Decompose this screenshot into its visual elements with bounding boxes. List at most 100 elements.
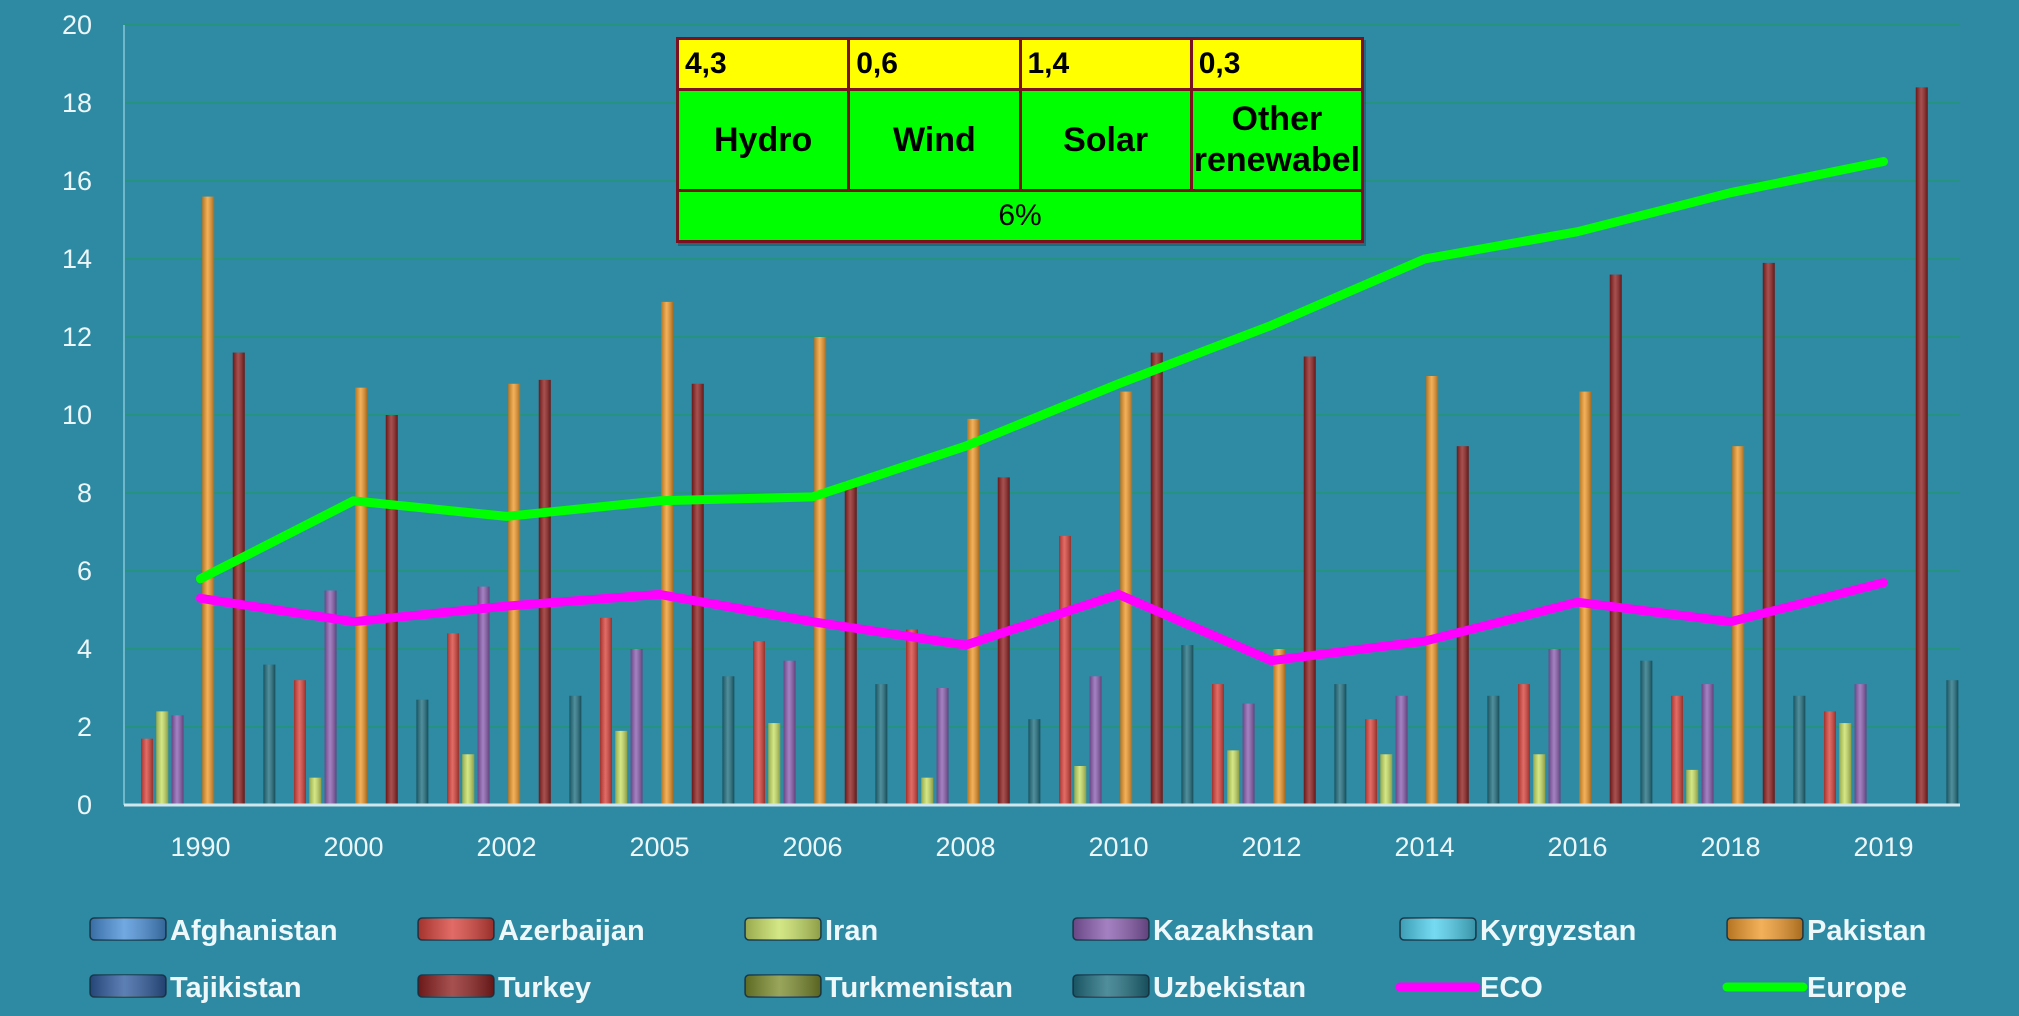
legend-label-eco: ECO bbox=[1480, 972, 1543, 1004]
bar-shine-kazakhstan bbox=[477, 586, 490, 805]
x-tick-label: 2019 bbox=[1853, 832, 1913, 862]
bar-shine-pakistan bbox=[1426, 376, 1439, 805]
x-tick-label: 2012 bbox=[1241, 832, 1301, 862]
legend-label-kyrgyzstan: Kyrgyzstan bbox=[1480, 915, 1636, 947]
bar-shine-iran bbox=[1839, 723, 1852, 805]
y-tick-label: 2 bbox=[77, 712, 92, 742]
other-renewable-label: Other renewabel bbox=[1189, 88, 1365, 192]
x-tick-label: 2002 bbox=[476, 832, 536, 862]
bar-shine-iran bbox=[768, 723, 781, 805]
y-tick-label: 14 bbox=[62, 244, 92, 274]
bar-shine-kazakhstan bbox=[324, 590, 337, 805]
legend-swatch-shine-pakistan bbox=[1727, 918, 1803, 940]
bar-shine-azerbaijan bbox=[1364, 719, 1377, 805]
y-tick-label: 16 bbox=[62, 166, 92, 196]
legend-swatch-shine-afghanistan bbox=[90, 918, 166, 940]
grid-lines bbox=[124, 24, 1960, 728]
bar-shine-iran bbox=[156, 711, 169, 805]
bars bbox=[140, 87, 1959, 806]
bar-shine-iran bbox=[309, 777, 322, 805]
bar-shine-kazakhstan bbox=[171, 715, 184, 805]
legend-swatch-shine-iran bbox=[745, 918, 821, 940]
y-tick-label: 18 bbox=[62, 88, 92, 118]
bar-shine-uzbekistan bbox=[569, 695, 582, 805]
bar-shine-turkey bbox=[1303, 356, 1316, 805]
bar-shine-uzbekistan bbox=[1181, 645, 1194, 805]
legend-swatch-shine-azerbaijan bbox=[418, 918, 494, 940]
legend-label-azerbaijan: Azerbaijan bbox=[498, 915, 645, 947]
bar-shine-uzbekistan bbox=[1640, 660, 1653, 805]
bar-shine-uzbekistan bbox=[722, 676, 735, 805]
line-europe bbox=[196, 157, 1888, 584]
bar-shine-pakistan bbox=[661, 301, 674, 805]
bar-shine-pakistan bbox=[1273, 649, 1286, 805]
bar-shine-kazakhstan bbox=[1089, 676, 1102, 805]
legend-label-uzbekistan: Uzbekistan bbox=[1153, 972, 1306, 1004]
axes: 0 2 4 6 8 10 12 14 16 18 20 1990 2000 2002 2005 2006 200… bbox=[62, 10, 1960, 862]
legend-swatch-shine-uzbekistan bbox=[1073, 975, 1149, 997]
bar-shine-iran bbox=[921, 777, 934, 805]
bar-shine-kazakhstan bbox=[1395, 695, 1408, 805]
legend-label-tajikistan: Tajikistan bbox=[170, 972, 302, 1004]
bar-shine-azerbaijan bbox=[1058, 535, 1071, 805]
bar-shine-azerbaijan bbox=[1517, 684, 1530, 805]
bar-shine-azerbaijan bbox=[1670, 695, 1683, 805]
bar-shine-kazakhstan bbox=[1854, 684, 1867, 805]
bar-shine-pakistan bbox=[1579, 391, 1592, 805]
hydro-value: 4,3 bbox=[675, 37, 851, 91]
bar-shine-iran bbox=[1686, 769, 1699, 805]
bar-shine-uzbekistan bbox=[263, 664, 276, 805]
wind-label: Wind bbox=[847, 88, 1022, 192]
legend-label-turkmenistan: Turkmenistan bbox=[825, 972, 1013, 1004]
bar-shine-uzbekistan bbox=[1334, 684, 1347, 805]
y-tick-label: 10 bbox=[62, 400, 92, 430]
bar-shine-turkey bbox=[538, 379, 551, 805]
x-tick-label: 2014 bbox=[1394, 832, 1454, 862]
bar-shine-pakistan bbox=[355, 387, 368, 805]
bar-shine-turkey bbox=[691, 383, 704, 805]
hydro-label: Hydro bbox=[675, 88, 851, 192]
legend-swatch-shine-kyrgyzstan bbox=[1400, 918, 1476, 940]
bar-shine-turkey bbox=[1915, 87, 1928, 805]
bar-shine-azerbaijan bbox=[752, 641, 765, 805]
info-names-row: Hydro Wind Solar Other renewabel bbox=[675, 88, 1365, 192]
info-total-row: 6% bbox=[676, 189, 1364, 243]
bar-shine-iran bbox=[462, 754, 475, 805]
bar-shine-azerbaijan bbox=[905, 629, 918, 805]
bar-shine-azerbaijan bbox=[140, 738, 153, 805]
bar-shine-uzbekistan bbox=[416, 699, 429, 805]
bar-shine-kazakhstan bbox=[630, 649, 643, 805]
y-tick-label: 8 bbox=[77, 478, 92, 508]
x-tick-label: 2005 bbox=[629, 832, 689, 862]
y-tick-label: 12 bbox=[62, 322, 92, 352]
y-tick-label: 6 bbox=[77, 556, 92, 586]
bar-shine-kazakhstan bbox=[1242, 703, 1255, 805]
legend-label-iran: Iran bbox=[825, 915, 878, 947]
bar-shine-azerbaijan bbox=[293, 680, 306, 805]
bar-shine-iran bbox=[1533, 754, 1546, 805]
legend: Afghanistan Azerbaijan Iran Kazakhstan Kyrgy… bbox=[89, 915, 1926, 1004]
bar-shine-iran bbox=[1074, 766, 1087, 805]
x-tick-label: 2018 bbox=[1700, 832, 1760, 862]
y-tick-label: 20 bbox=[62, 10, 92, 40]
x-tick-label: 1990 bbox=[170, 832, 230, 862]
bar-shine-turkey bbox=[232, 352, 245, 805]
legend-label-afghanistan: Afghanistan bbox=[170, 915, 338, 947]
legend-swatch-shine-turkmenistan bbox=[745, 975, 821, 997]
legend-label-pakistan: Pakistan bbox=[1807, 915, 1926, 947]
bar-shine-pakistan bbox=[508, 383, 521, 805]
x-tick-label: 2000 bbox=[323, 832, 383, 862]
info-values-row: 4,3 0,6 1,4 0,3 bbox=[675, 37, 1365, 91]
bar-shine-turkey bbox=[1456, 446, 1469, 805]
bar-shine-pakistan bbox=[814, 337, 827, 805]
bar-shine-turkey bbox=[1762, 262, 1775, 805]
y-tick-label: 0 bbox=[77, 790, 92, 820]
bar-shine-turkey bbox=[1150, 352, 1163, 805]
bar-shine-azerbaijan bbox=[1823, 711, 1836, 805]
bar-shine-azerbaijan bbox=[446, 633, 459, 805]
bar-shine-pakistan bbox=[967, 418, 980, 805]
bar-shine-iran bbox=[1227, 750, 1240, 805]
total-share: 6% bbox=[676, 189, 1364, 243]
legend-label-kazakhstan: Kazakhstan bbox=[1153, 915, 1314, 947]
